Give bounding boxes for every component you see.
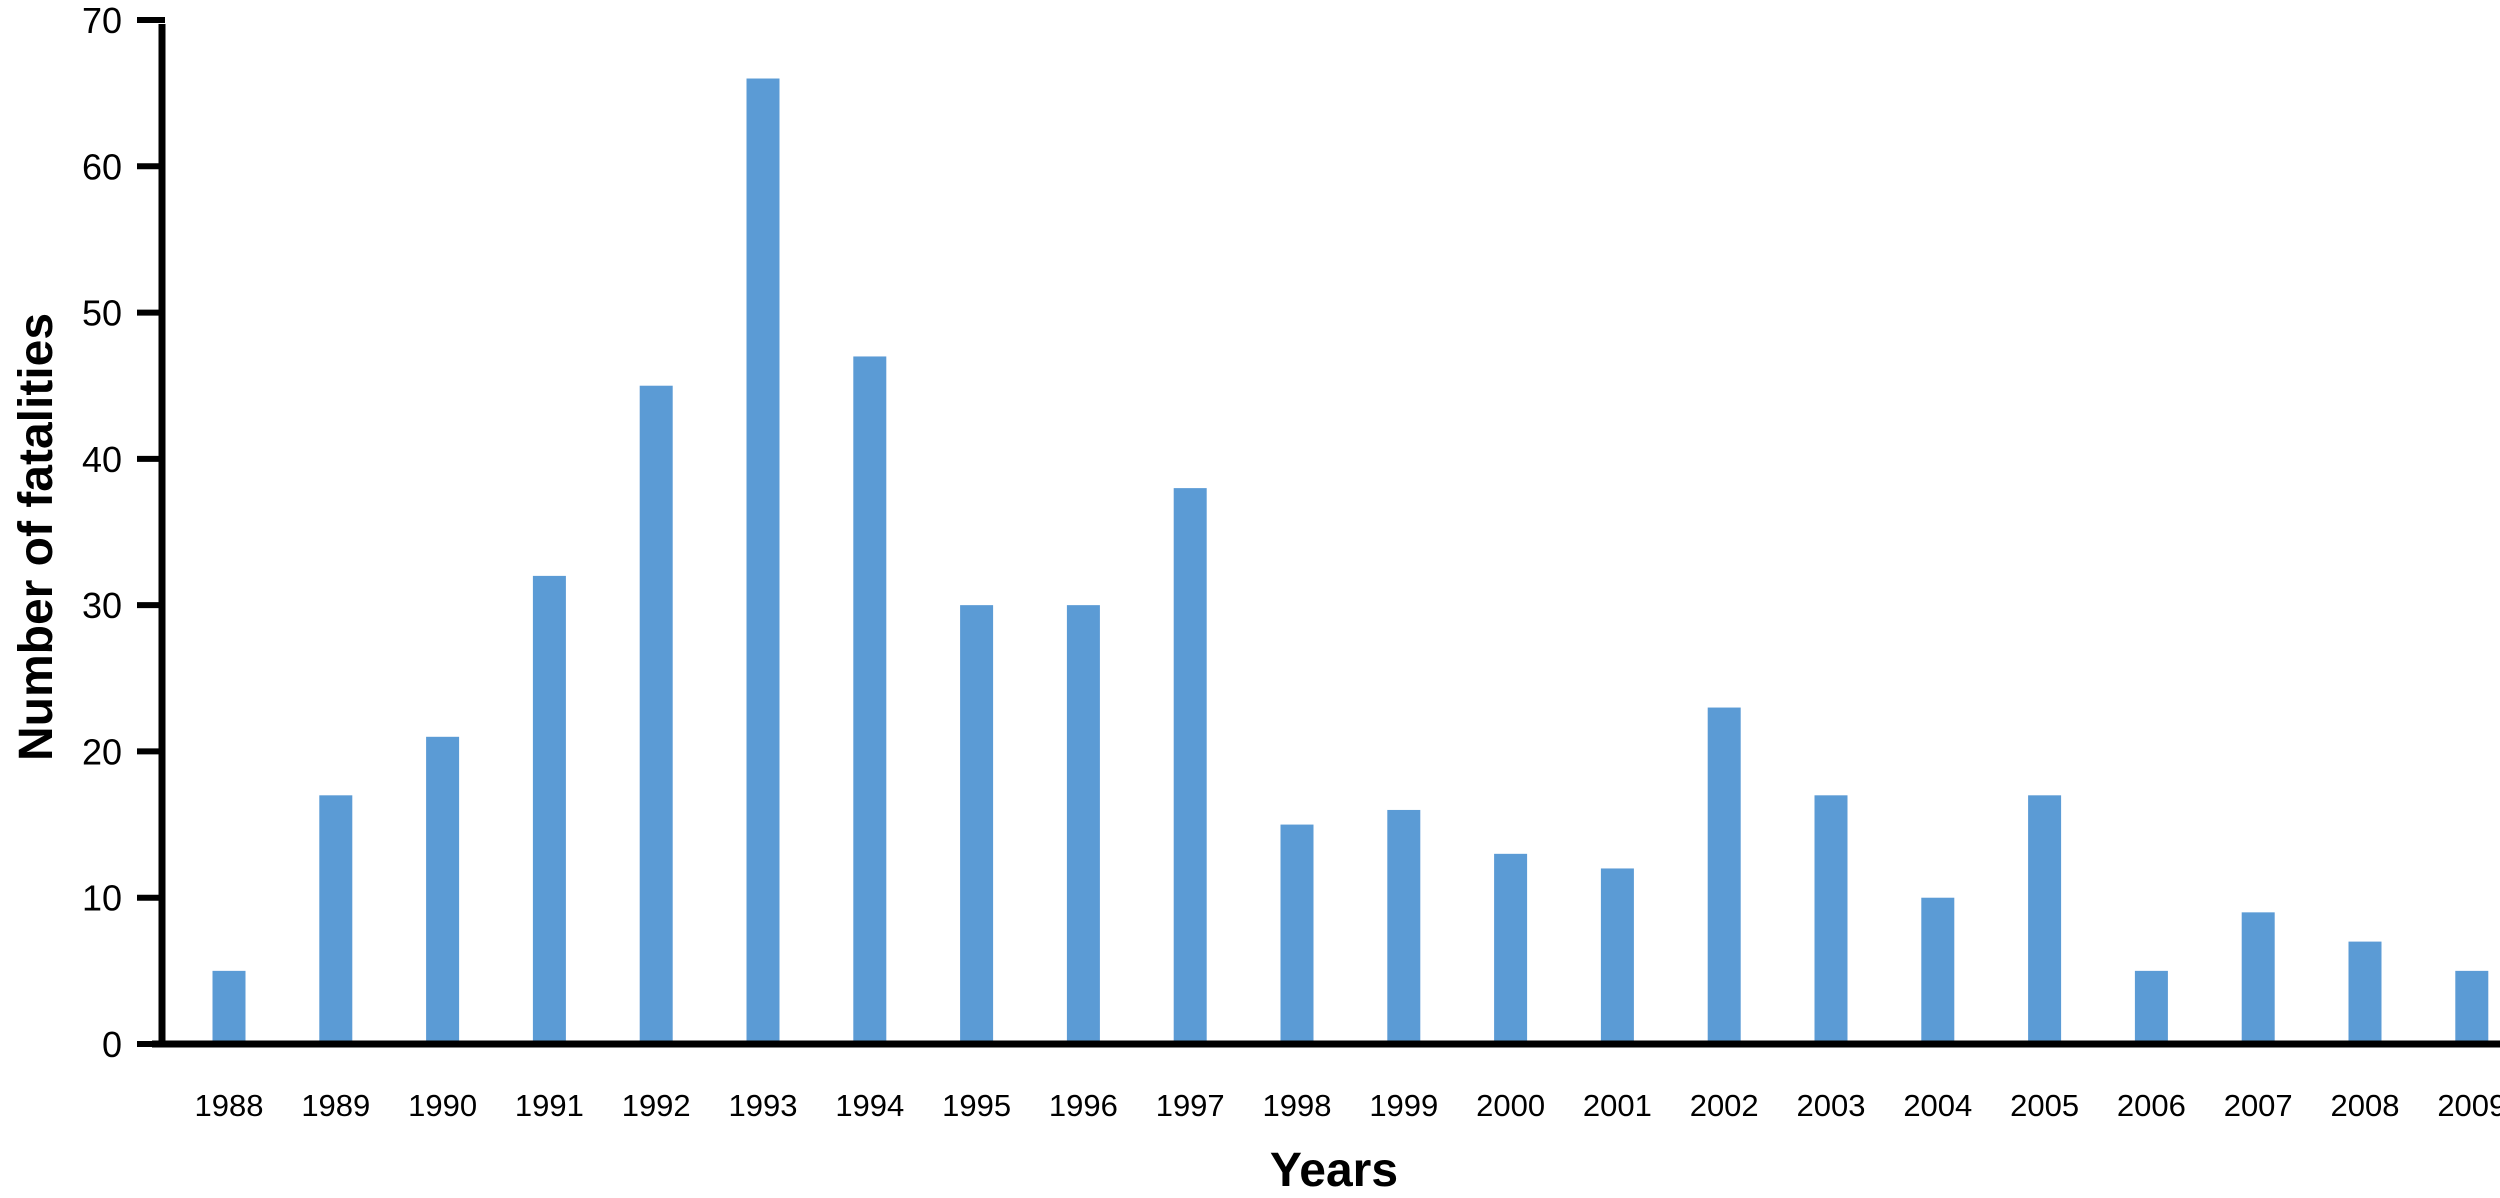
x-tick-label: 2007 [2224, 1088, 2293, 1123]
bar-1993 [746, 78, 780, 1044]
bar-2008 [2348, 941, 2382, 1044]
x-tick-label: 1994 [835, 1088, 904, 1123]
x-axis-title: Years [1270, 1144, 1398, 1197]
bar-1992 [639, 385, 673, 1044]
bar-2001 [1600, 868, 1634, 1044]
y-tick-label: 40 [82, 439, 122, 480]
x-tick-label: 2009 [2437, 1088, 2500, 1123]
x-tick-label: 1991 [515, 1088, 584, 1123]
y-tick-label: 30 [82, 585, 122, 626]
x-tick-label: 2001 [1583, 1088, 1652, 1123]
bar-2002 [1707, 707, 1741, 1044]
y-tick-label: 10 [82, 878, 122, 919]
bar-1997 [1173, 488, 1207, 1045]
y-tick-label: 20 [82, 731, 122, 772]
bar-2007 [2241, 912, 2275, 1044]
x-tick-label: 1998 [1263, 1088, 1332, 1123]
bar-2005 [2028, 795, 2062, 1044]
x-tick-label: 1988 [195, 1088, 264, 1123]
x-tick-label: 2002 [1690, 1088, 1759, 1123]
x-tick-label: 2004 [1903, 1088, 1972, 1123]
bar-1991 [532, 575, 566, 1044]
bar-2006 [2134, 970, 2168, 1044]
bar-1994 [853, 356, 887, 1044]
y-tick-label: 70 [82, 0, 122, 41]
bar-2000 [1494, 853, 1528, 1044]
bar-1995 [960, 605, 994, 1044]
x-tick-label: 1990 [408, 1088, 477, 1123]
x-tick-label: 1992 [622, 1088, 691, 1123]
x-tick-label: 2005 [2010, 1088, 2079, 1123]
x-tick-label: 1995 [942, 1088, 1011, 1123]
y-tick-label: 0 [102, 1024, 122, 1065]
bars-group [212, 78, 2489, 1045]
bar-2003 [1814, 795, 1848, 1044]
bar-2004 [1921, 897, 1955, 1044]
bar-2009 [2455, 970, 2489, 1044]
y-tick-label: 60 [82, 146, 122, 187]
x-tick-label: 1996 [1049, 1088, 1118, 1123]
x-tick-label: 1999 [1369, 1088, 1438, 1123]
x-tick-label: 1993 [729, 1088, 798, 1123]
x-tick-label: 1989 [301, 1088, 370, 1123]
x-tick-label: 2008 [2331, 1088, 2400, 1123]
bar-1996 [1066, 605, 1100, 1044]
y-ticks-group: 0 10 20 30 40 50 60 70 [82, 0, 165, 1065]
bar-1999 [1387, 809, 1421, 1044]
axes-group [152, 24, 2500, 1048]
bar-1990 [426, 736, 460, 1044]
bar-1989 [319, 795, 353, 1044]
bar-1988 [212, 970, 246, 1044]
y-tick-label: 50 [82, 293, 122, 334]
x-tick-label: 2006 [2117, 1088, 2186, 1123]
y-axis-title: Number of fatalities [10, 313, 63, 761]
x-tick-label: 2000 [1476, 1088, 1545, 1123]
bar-1998 [1280, 824, 1314, 1044]
x-tick-label: 2003 [1797, 1088, 1866, 1123]
x-tick-label: 1997 [1156, 1088, 1225, 1123]
x-tick-labels-group: 1988 1989 1990 1991 1992 1993 1994 1995 1996 1997… [195, 1088, 2500, 1123]
